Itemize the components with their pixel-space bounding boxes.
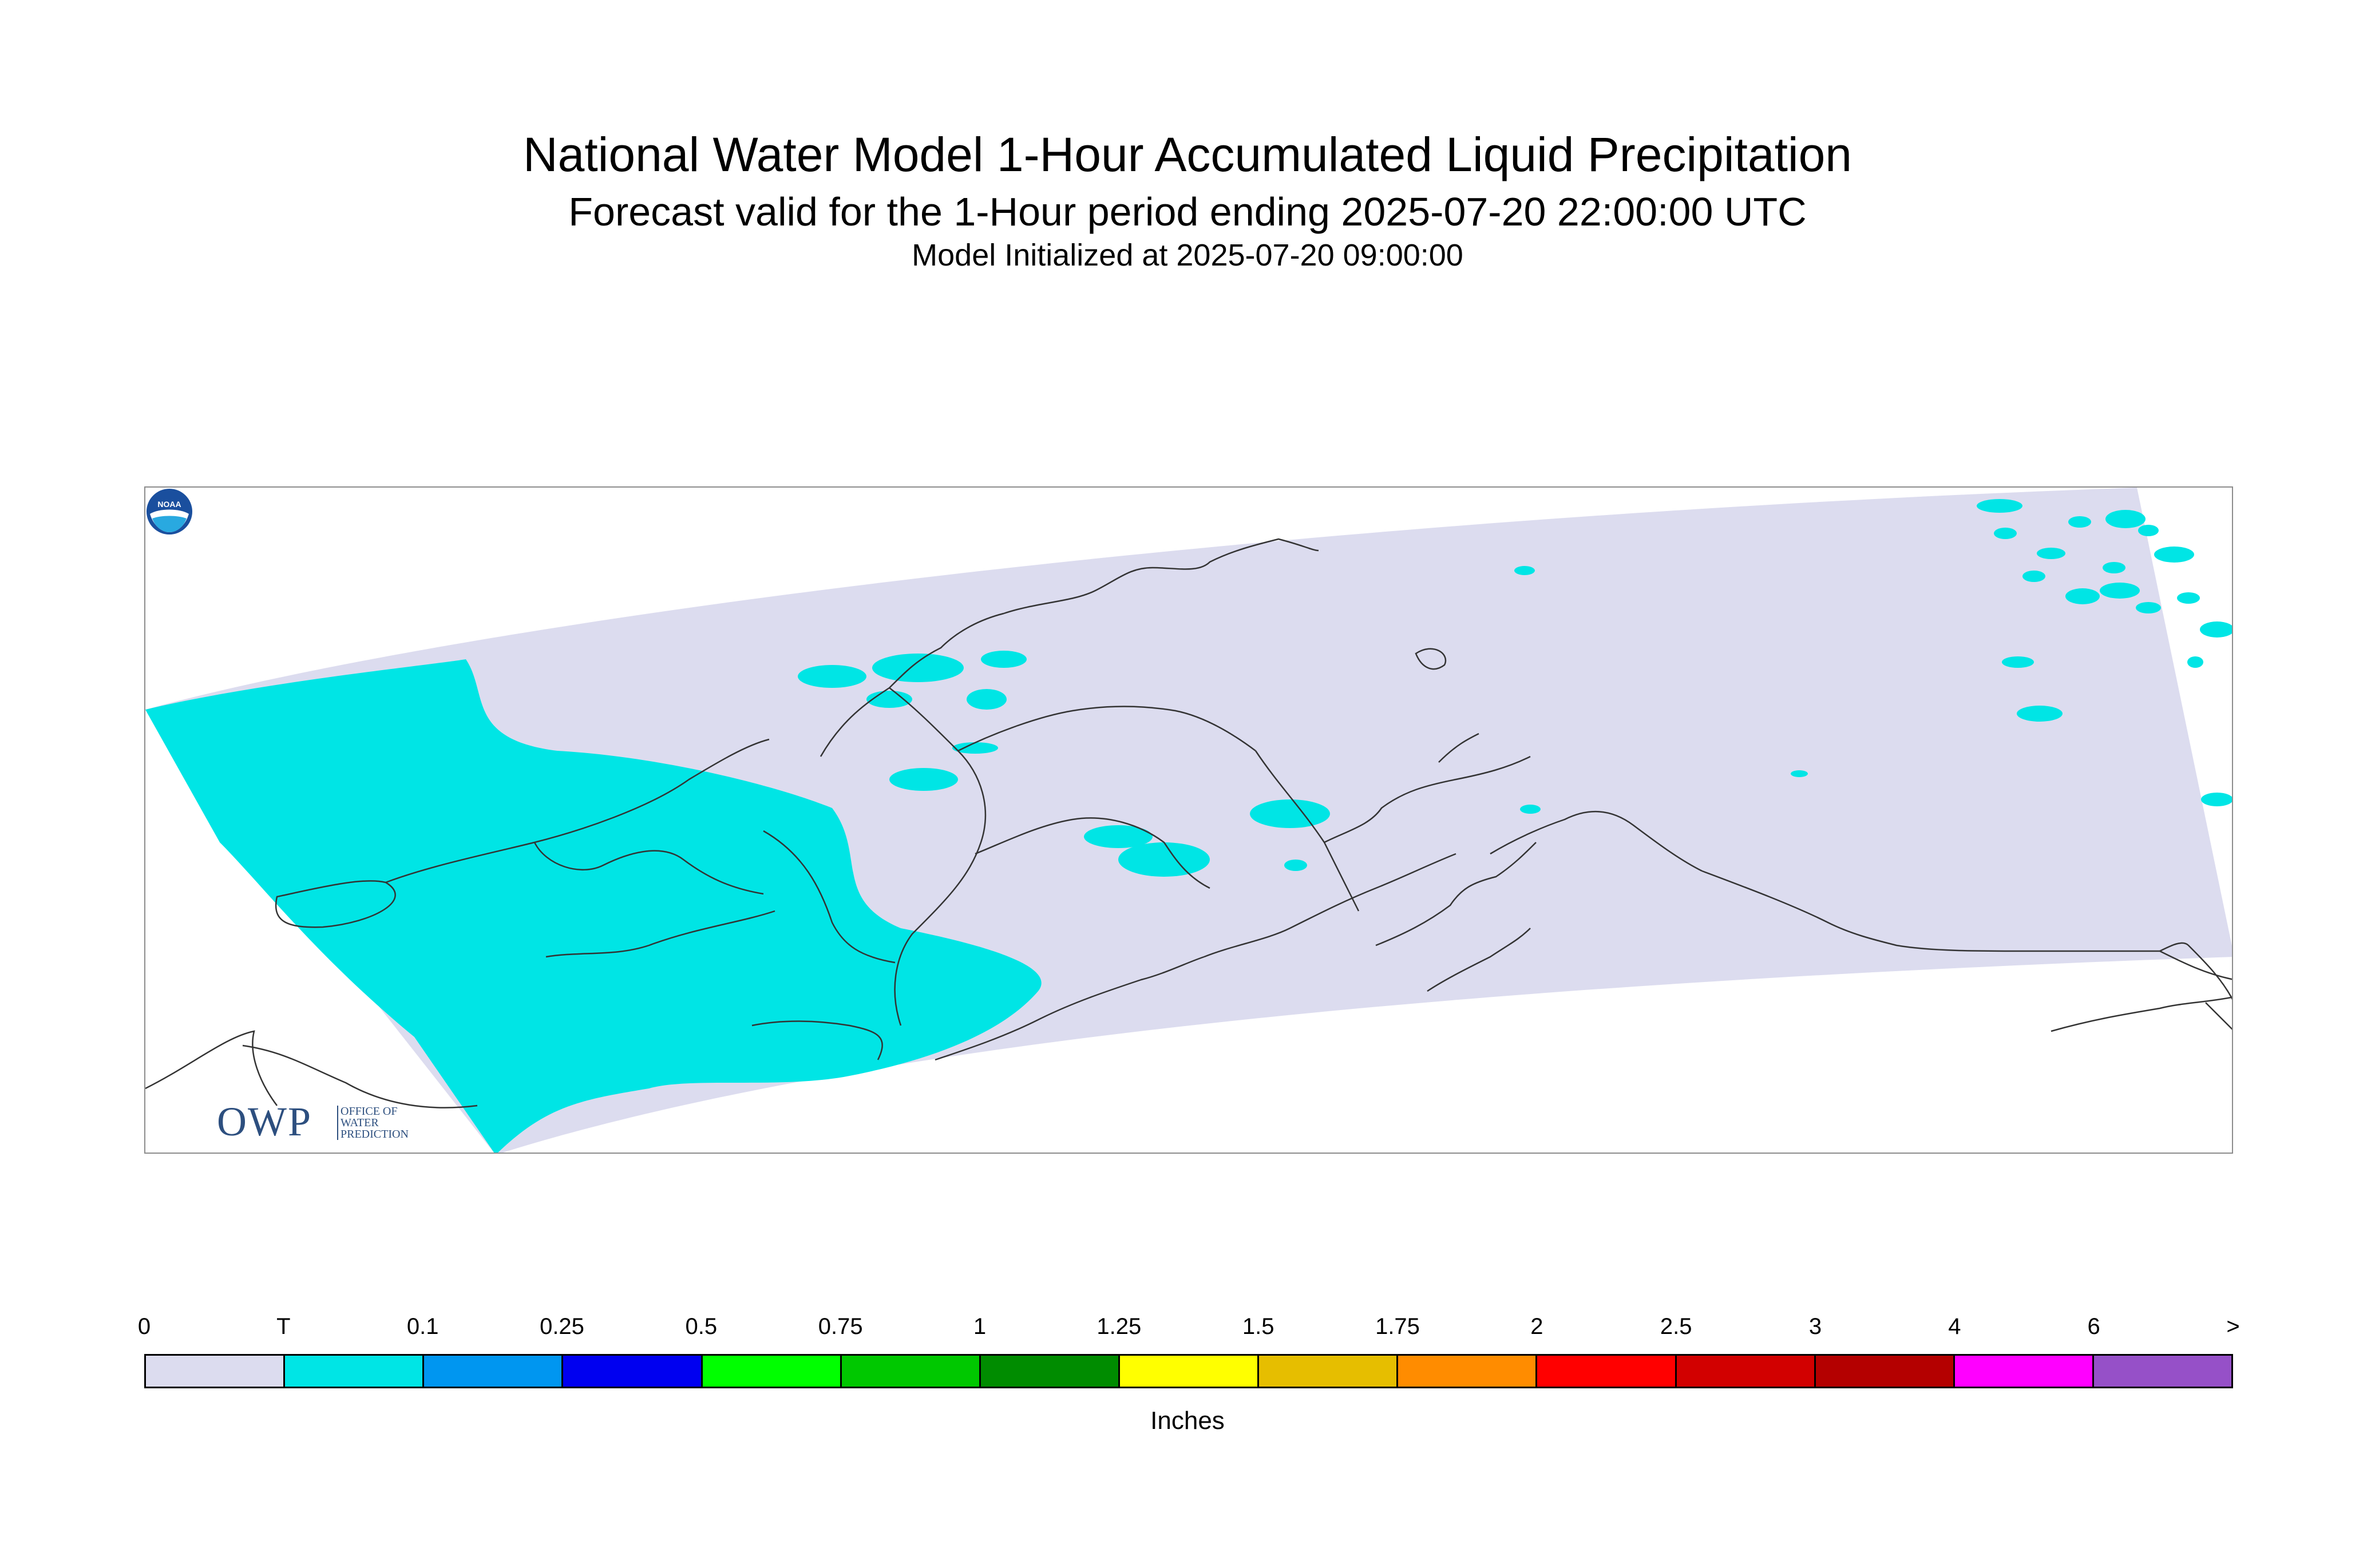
owp-logo: OWP OFFICE OF WATER PREDICTION [217,1099,446,1145]
coastlines [145,538,2232,1108]
legend-tick-label: 0.5 [685,1314,718,1339]
legend-swatch [424,1356,564,1387]
legend-swatch [1119,1356,1260,1387]
legend-tick-label: 6 [2087,1314,2100,1339]
legend-units: Inches [1150,1407,1225,1435]
legend-swatch [1676,1356,1816,1387]
trace-precip-areas [145,499,2232,1153]
legend-swatch [1954,1356,2094,1387]
legend-tick-label: T [276,1314,291,1339]
legend-tick-label: 4 [1948,1314,1961,1339]
map-title: National Water Model 1-Hour Accumulated … [522,128,1852,181]
legend-tick-label: 1.75 [1375,1314,1420,1339]
legend-swatch [2093,1356,2232,1387]
legend-swatch [841,1356,981,1387]
legend-tick-label: 2 [1530,1314,1543,1339]
noaa-logo-text: NOAA [157,500,181,509]
legend-tick-label: > [2226,1314,2240,1339]
legend-swatch [980,1356,1120,1387]
legend-tick-label: 2.5 [1660,1314,1692,1339]
legend-swatch [1398,1356,1538,1387]
legend-swatch [1815,1356,1955,1387]
legend-tick-label: 0.1 [406,1314,439,1339]
legend-tick-label: 1.5 [1242,1314,1274,1339]
legend-tick-label: 0.25 [540,1314,584,1339]
noaa-logo-sea [152,516,187,532]
owp-sub-line: OFFICE OF [341,1105,398,1118]
map-canvas [145,488,2232,1153]
owp-logo-subtitle: OFFICE OF WATER PREDICTION [337,1106,409,1140]
noaa-logo: NOAA [147,489,192,534]
legend-swatch [1259,1356,1399,1387]
legend-swatch [1537,1356,1677,1387]
legend-tick-label: 1 [973,1314,987,1339]
precip-color-legend [144,1354,2233,1388]
precipitation-map: OWP OFFICE OF WATER PREDICTION NOAA [144,486,2233,1154]
legend-swatch [702,1356,842,1387]
owp-sub-line: WATER [341,1116,379,1129]
owp-sub-line: PREDICTION [341,1128,409,1141]
legend-tick-label: 0.75 [818,1314,863,1339]
owp-logo-letters: OWP [217,1099,312,1145]
legend-swatch [563,1356,703,1387]
legend-swatch [146,1356,286,1387]
model-initialized-text: Model Initialized at 2025-07-20 09:00:00 [912,238,1463,272]
legend-swatch [285,1356,425,1387]
legend-tick-label: 1.25 [1097,1314,1142,1339]
legend-tick-label: 0 [137,1314,151,1339]
forecast-valid-subtitle: Forecast valid for the 1-Hour period end… [568,189,1807,234]
legend-tick-label: 3 [1808,1314,1822,1339]
